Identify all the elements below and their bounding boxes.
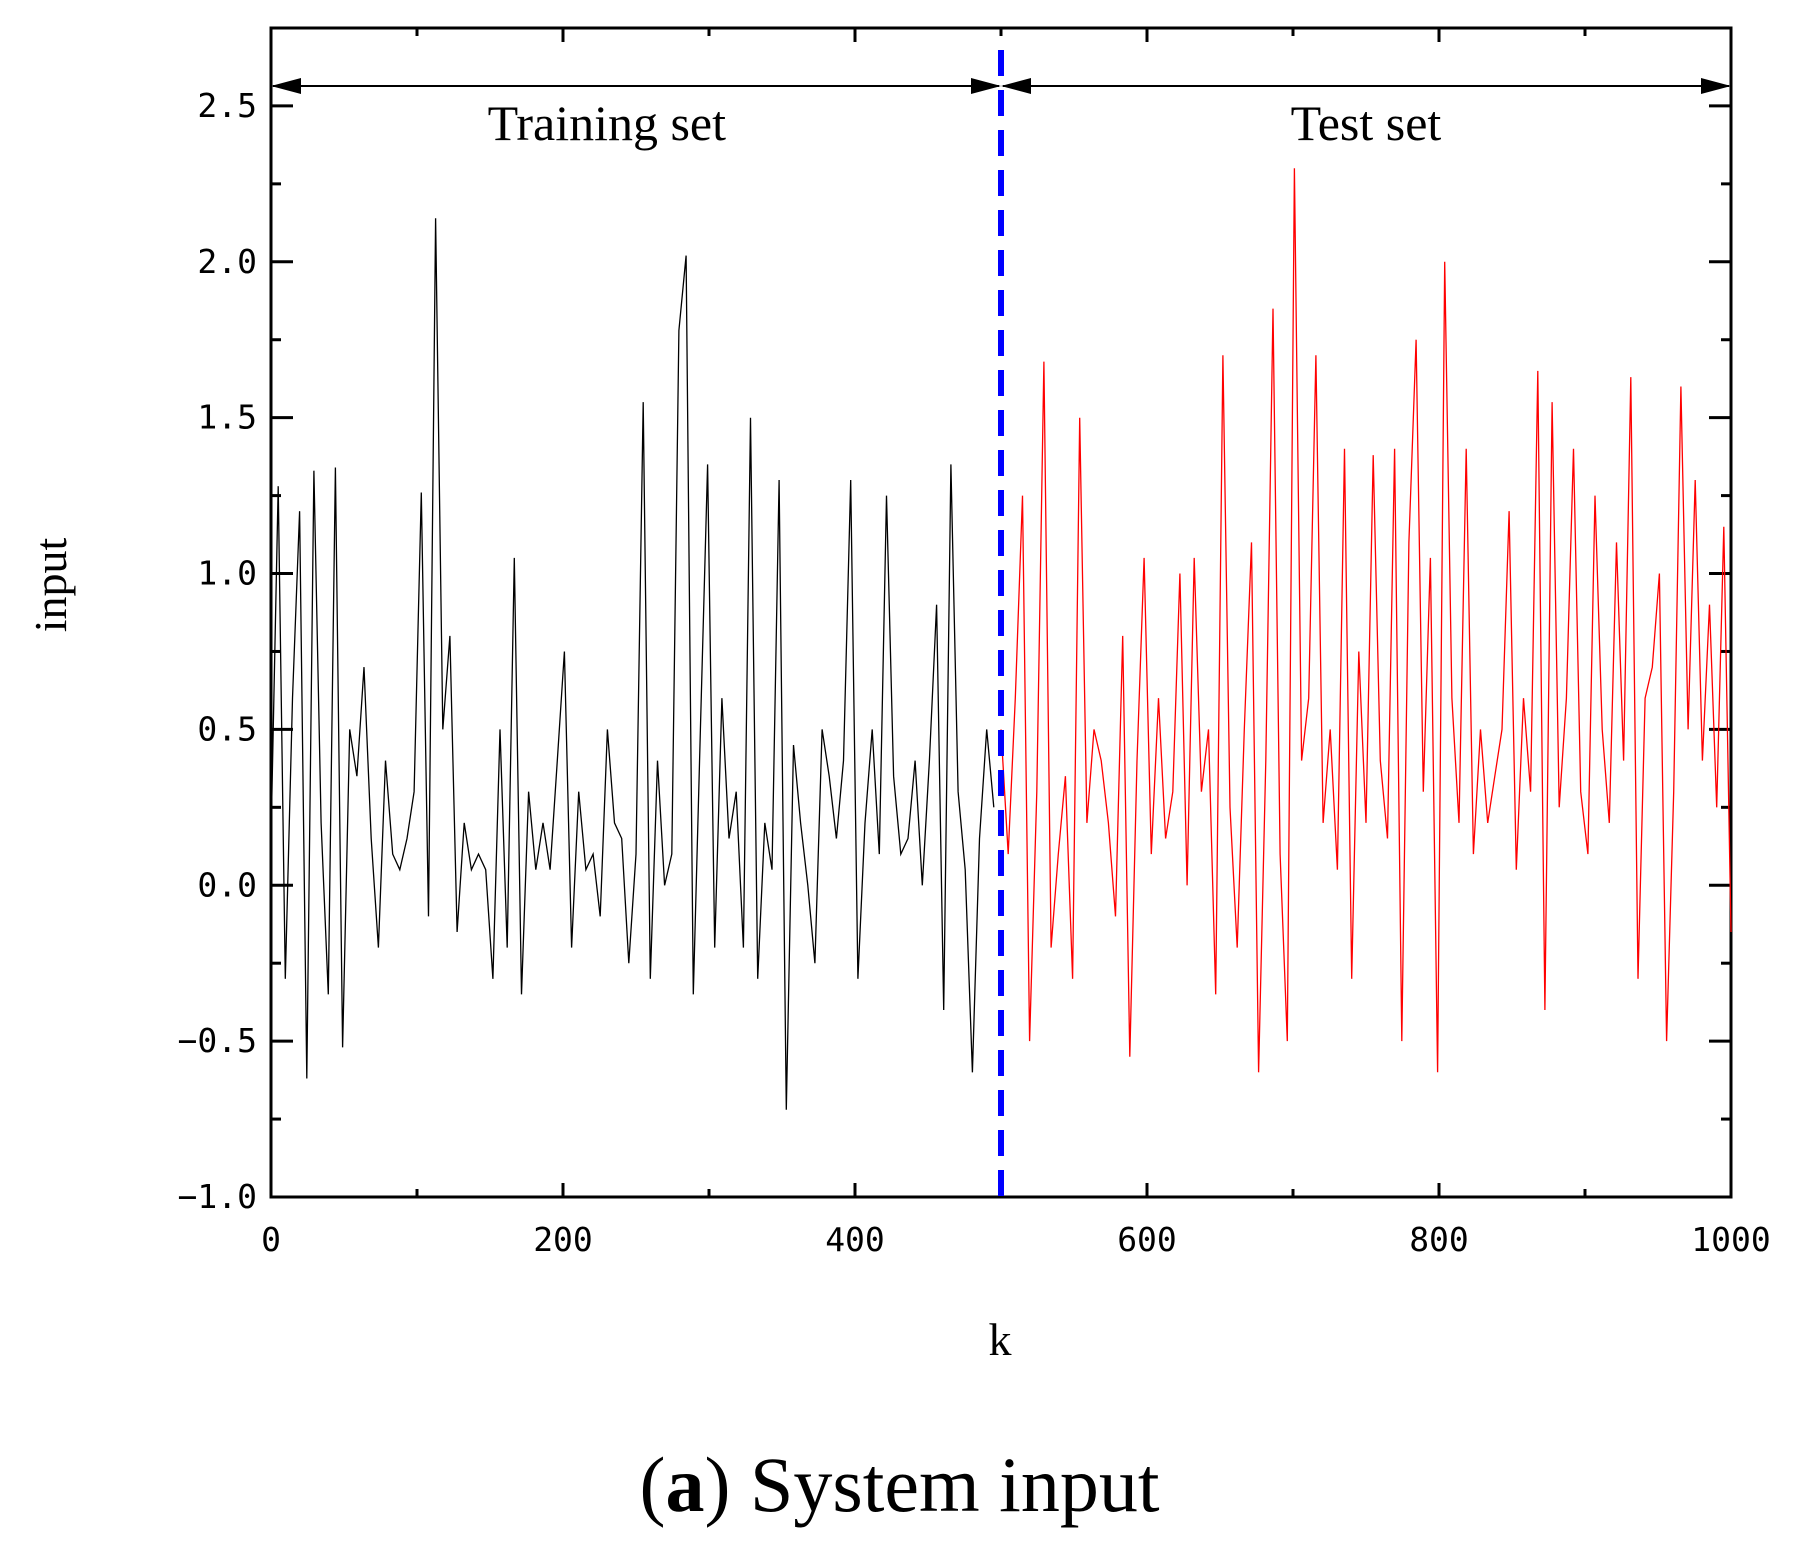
arrow-head (971, 78, 1001, 94)
caption-letter: a (665, 1441, 705, 1528)
x-axis-title: k (989, 1314, 1012, 1365)
y-tick-label: −1.0 (178, 1177, 257, 1216)
y-axis-title: input (25, 538, 76, 633)
y-tick-label: 0.5 (197, 709, 257, 748)
arrow-head (271, 78, 301, 94)
training-set-label: Training set (488, 95, 727, 151)
test-set-label: Test set (1291, 95, 1442, 151)
y-tick-label: 2.0 (197, 242, 257, 281)
caption-text: System input (749, 1441, 1160, 1528)
y-tick-label: 0.0 (197, 865, 257, 904)
region-arrows (271, 78, 1731, 94)
arrow-head (1001, 78, 1031, 94)
y-tick-label: 1.5 (197, 398, 257, 437)
y-tick-label: 1.0 (197, 554, 257, 593)
x-tick-label: 600 (1117, 1220, 1177, 1259)
figure-caption: (a) System input (639, 1441, 1160, 1528)
y-tick-label: −0.5 (178, 1021, 257, 1060)
test-series-line (1000, 168, 1732, 1073)
x-tick-label: 800 (1409, 1220, 1469, 1259)
x-tick-label: 200 (533, 1220, 593, 1259)
x-tick-label: 0 (261, 1220, 281, 1259)
x-tick-label: 400 (825, 1220, 885, 1259)
training-series-line (270, 218, 995, 1110)
arrow-head (1701, 78, 1731, 94)
axis-tick-labels: 0 200 400 600 800 1000 −1.0 −0.5 0.0 0.5 1.0 1.5 2.0… (178, 86, 1771, 1259)
x-tick-label: 1000 (1691, 1220, 1770, 1259)
y-tick-label: 2.5 (197, 86, 257, 125)
